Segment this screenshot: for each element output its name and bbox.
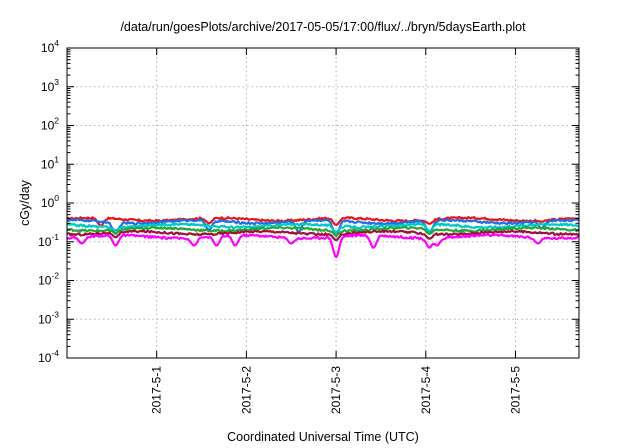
series-line [66,222,580,233]
y-tick-label: 10-2 [38,271,59,288]
x-tick-labels: 2017-5-1 2017-5-2 2017-5-3 2017-5-4 2017-5-5 [150,366,523,414]
y-tick-label: 100 [41,193,59,210]
y-tick-label: 103 [41,77,59,94]
y-tick-label: 10-3 [38,309,59,326]
axis-ticks [67,47,579,359]
y-axis-label: cGy/day [18,179,32,226]
x-axis-label: Coordinated Universal Time (UTC) [227,430,419,444]
x-tick-label: 2017-5-2 [239,366,253,414]
series-line [66,215,580,227]
series-line [66,229,580,242]
x-tick-label: 2017-5-1 [150,366,164,414]
y-tick-label: 10-4 [38,348,59,365]
y-tick-label: 102 [41,116,59,133]
plot-series [66,215,580,259]
grid-lines [67,47,579,359]
series-line [66,218,580,238]
x-tick-label: 2017-5-4 [419,366,433,414]
x-tick-label: 2017-5-3 [329,366,343,414]
chart-title: /data/run/goesPlots/archive/2017-05-05/1… [120,20,526,34]
series-line [66,233,580,259]
y-tick-label: 10-1 [38,232,59,249]
y-tick-label: 104 [41,38,59,55]
y-tick-labels: 10-4 10-3 10-2 10-1 100 101 102 103 104 [38,38,59,365]
y-tick-label: 101 [41,154,59,171]
series-line [66,225,580,237]
x-tick-label: 2017-5-5 [508,366,522,414]
